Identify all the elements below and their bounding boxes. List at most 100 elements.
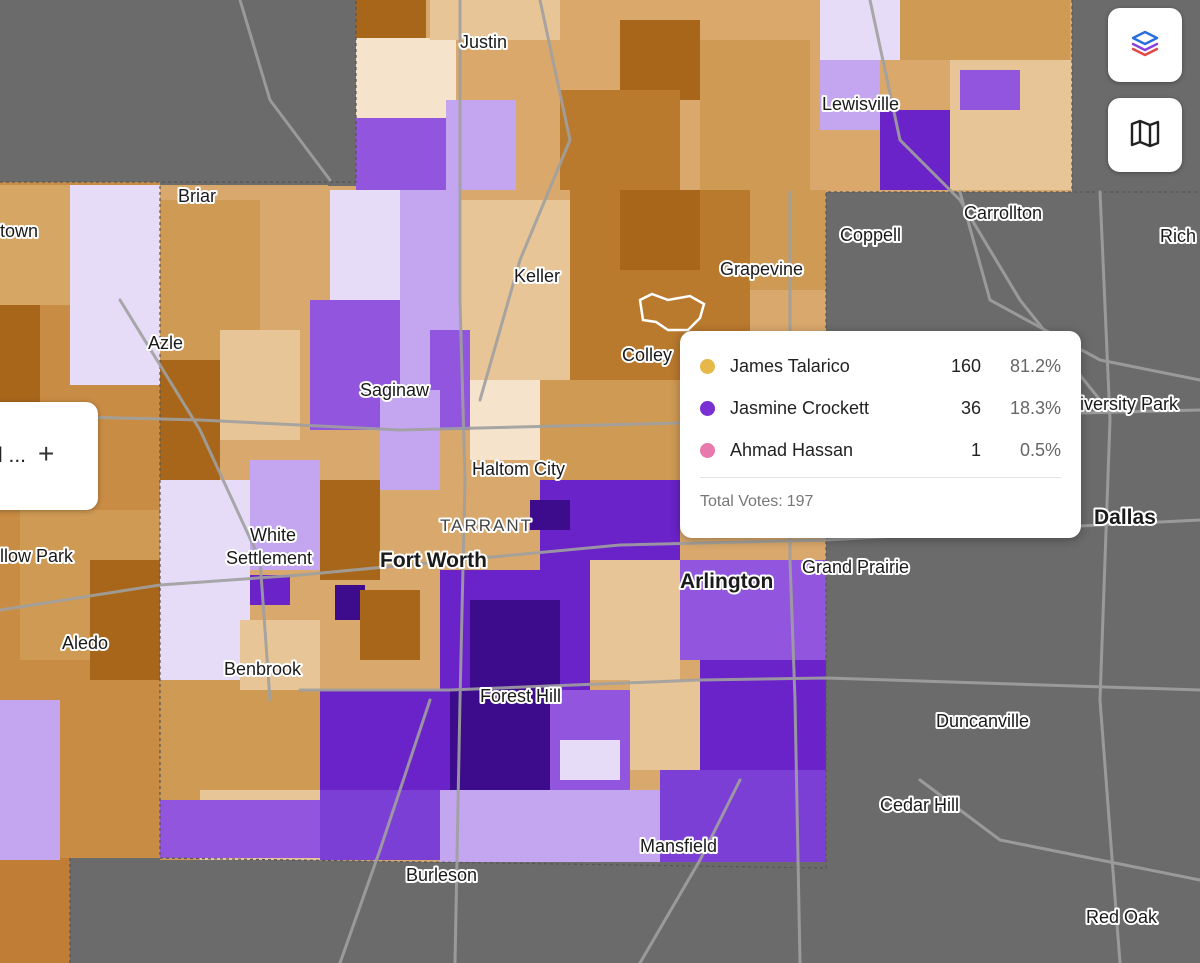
precinct-patch <box>820 60 880 130</box>
precinct-patch <box>250 575 290 605</box>
candidate-row: Ahmad Hassan 1 0.5% <box>700 429 1061 471</box>
precinct-results-popup: James Talarico 160 81.2% Jasmine Crocket… <box>680 331 1081 538</box>
precinct-patch <box>630 680 700 770</box>
city-label-justin: Justin <box>460 32 507 52</box>
precinct-patch <box>446 100 516 190</box>
precinct-patch <box>70 185 160 385</box>
county-boundary <box>0 0 357 183</box>
city-label-keller: Keller <box>514 266 560 286</box>
city-label-carrollton: Carrollton <box>964 203 1042 223</box>
city-label-azle: Azle <box>148 333 183 353</box>
precinct-patch <box>460 200 570 400</box>
candidate-votes: 36 <box>960 397 981 418</box>
precinct-patch <box>0 305 40 405</box>
county-label-tarrant: TARRANT <box>440 516 533 535</box>
candidate-percent: 18.3% <box>1009 397 1061 418</box>
precinct-patch <box>250 460 320 570</box>
basemap-button[interactable] <box>1108 98 1182 172</box>
precinct-patch <box>0 700 60 860</box>
precinct-patch <box>900 0 1070 60</box>
precinct-patch <box>680 560 826 660</box>
city-label-burleson: Burleson <box>406 865 477 885</box>
city-label-haltom-city: Haltom City <box>472 459 565 479</box>
candidate-color-dot <box>700 358 715 374</box>
candidate-color-dot <box>700 442 715 458</box>
precinct-patches <box>0 0 1072 868</box>
precinct-patch <box>960 70 1020 110</box>
city-labels: Justin Lewisville Briar Carrollton Coppe… <box>0 30 1198 929</box>
precinct-patch <box>430 0 560 40</box>
candidate-percent: 0.5% <box>1019 439 1061 460</box>
city-label-red-oak: Red Oak <box>1086 907 1158 927</box>
precinct-patch <box>540 380 680 480</box>
candidate-votes: 1 <box>970 439 981 460</box>
city-label-grapevine: Grapevine <box>720 259 803 279</box>
city-label-grand-prairie: Grand Prairie <box>802 557 909 577</box>
city-label-coppell: Coppell <box>840 225 901 245</box>
road <box>298 676 1200 692</box>
precinct-patch <box>530 500 570 530</box>
precinct-patch <box>380 390 440 490</box>
city-label-lewisville: Lewisville <box>822 94 899 114</box>
city-label-arlington: Arlington <box>680 570 773 593</box>
candidate-row: Jasmine Crockett 36 18.3% <box>700 387 1061 429</box>
precinct-patch <box>590 560 680 680</box>
road <box>1098 190 1122 963</box>
city-label-white: White <box>250 525 296 545</box>
city-label-willow-park: llow Park <box>0 546 74 566</box>
precinct-patch <box>0 185 70 305</box>
candidate-name: Ahmad Hassan <box>730 439 854 460</box>
precinct-patch <box>160 800 320 858</box>
city-label-rich: Rich <box>1160 226 1196 246</box>
precinct-patch <box>700 40 810 190</box>
city-label-colleyville: Colley <box>622 345 672 365</box>
city-label-mansfield: Mansfield <box>640 836 717 856</box>
gray-area <box>0 0 356 182</box>
layers-icon <box>1127 25 1163 66</box>
candidate-percent: 81.2% <box>1009 355 1061 376</box>
expand-plus-icon[interactable]: + <box>38 438 55 469</box>
precinct-patch <box>90 560 160 680</box>
road <box>453 0 467 963</box>
precinct-patch <box>820 0 900 60</box>
precinct-patch <box>356 118 446 190</box>
city-label-fort-worth: Fort Worth <box>380 549 487 572</box>
city-label-cedar-hill: Cedar Hill <box>880 795 959 815</box>
total-votes: Total Votes: 197 <box>700 478 1061 511</box>
legend-panel-collapsed[interactable]: l ... + <box>0 402 98 510</box>
candidate-row: James Talarico 160 81.2% <box>700 345 1061 387</box>
road <box>918 778 1200 882</box>
city-label-dallas: Dallas <box>1094 506 1156 529</box>
road <box>118 298 272 702</box>
precinct-patch <box>620 190 700 270</box>
precinct-patch <box>750 190 826 290</box>
city-label-briar: Briar <box>178 186 216 206</box>
precinct-patch <box>560 90 680 190</box>
precinct-patch <box>450 690 550 790</box>
precinct-patch <box>360 590 420 660</box>
candidate-color-dot <box>700 400 715 416</box>
road <box>238 0 332 182</box>
candidate-name: Jasmine Crockett <box>730 397 870 418</box>
layers-button[interactable] <box>1108 8 1182 82</box>
precinct-patch <box>356 0 426 40</box>
road <box>478 0 572 402</box>
road <box>338 698 432 963</box>
total-votes-value: 197 <box>786 493 814 510</box>
precinct-patch <box>470 600 560 700</box>
gray-area <box>826 192 1200 963</box>
precinct-patch <box>440 790 660 862</box>
city-label-benbrook: Benbrook <box>224 659 302 679</box>
selected-precinct-outline[interactable] <box>638 292 706 332</box>
road <box>638 778 742 963</box>
city-label-saginaw: Saginaw <box>360 380 430 400</box>
candidate-name: James Talarico <box>730 355 850 376</box>
city-label-forest-hill: Forest Hill <box>480 686 561 706</box>
city-label-duncanville: Duncanville <box>936 711 1029 731</box>
city-label-aledo: Aledo <box>62 633 108 653</box>
total-votes-label: Total Votes: <box>700 493 783 510</box>
precinct-patch <box>560 740 620 780</box>
precinct-patch <box>320 480 380 580</box>
